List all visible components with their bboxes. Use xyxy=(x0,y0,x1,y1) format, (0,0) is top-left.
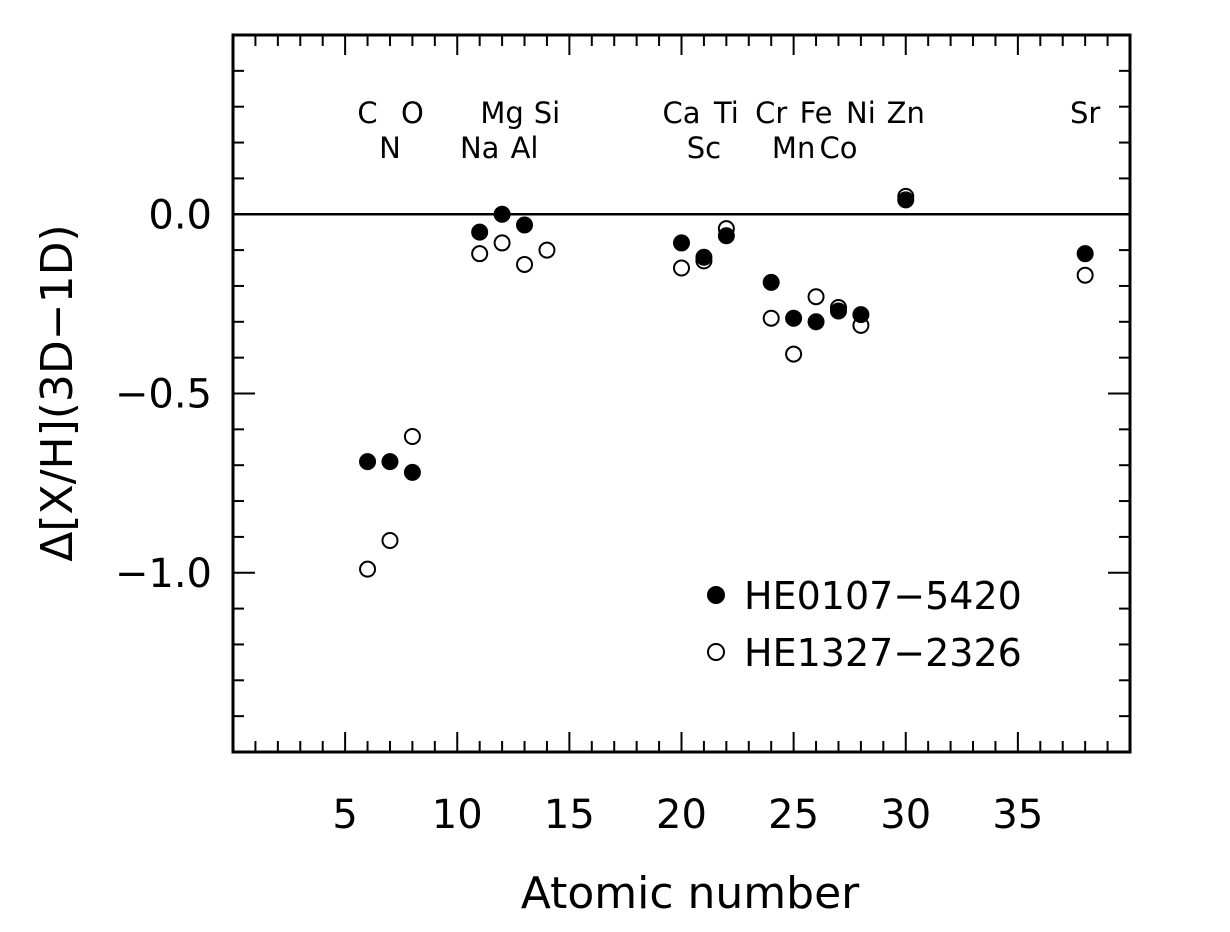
data-point-he1327 xyxy=(381,531,399,549)
element-label: Sr xyxy=(1070,96,1100,130)
minor-ticks xyxy=(233,35,1130,752)
element-label: Sc xyxy=(687,131,721,165)
data-point-he1327 xyxy=(673,259,690,277)
y-tick-labels: 0.0 −0.5 −1.0 xyxy=(115,192,212,597)
element-label: Mn xyxy=(772,131,815,165)
data-point-he1327 xyxy=(403,428,421,446)
data-point-he0107 xyxy=(471,223,489,241)
data-point-he0107 xyxy=(359,453,377,471)
element-label: Ca xyxy=(662,96,700,130)
data-point-he1327 xyxy=(785,345,803,363)
x-tick-label: 10 xyxy=(432,792,483,838)
data-point-he0107 xyxy=(717,227,735,245)
x-axis-label: Atomic number xyxy=(521,868,860,919)
data-point-he0107 xyxy=(673,234,690,252)
x-tick-label: 35 xyxy=(992,792,1043,838)
x-tick-label: 30 xyxy=(880,792,931,838)
data-point-he0107 xyxy=(829,302,847,320)
y-tick-label: −0.5 xyxy=(115,372,212,418)
data-point-he1327 xyxy=(538,241,556,259)
legend-marker-he1327 xyxy=(707,643,725,661)
data-point-he1327 xyxy=(359,560,377,578)
data-points xyxy=(359,187,1094,578)
data-point-he0107 xyxy=(897,191,915,209)
data-point-he0107 xyxy=(807,313,825,331)
data-point-he1327 xyxy=(762,309,780,327)
element-label: Mg xyxy=(480,96,523,130)
data-point-he1327 xyxy=(1076,266,1094,284)
data-point-he0107 xyxy=(516,216,534,234)
legend-marker-he0107 xyxy=(707,586,725,604)
element-label: Zn xyxy=(887,96,925,130)
y-axis-label: Δ[X/H](3D−1D) xyxy=(32,224,83,561)
element-label: Ti xyxy=(713,96,739,130)
data-point-he0107 xyxy=(762,273,780,291)
x-tick-label: 25 xyxy=(768,792,819,838)
legend-label-he1327: HE1327−2326 xyxy=(744,631,1022,675)
element-label: N xyxy=(379,131,401,165)
data-point-he1327 xyxy=(807,288,825,306)
data-point-he0107 xyxy=(852,306,870,324)
data-point-he1327 xyxy=(493,234,511,252)
data-point-he0107 xyxy=(785,309,803,327)
data-point-he0107 xyxy=(381,453,399,471)
element-label: Na xyxy=(460,131,499,165)
element-label: Fe xyxy=(800,96,833,130)
data-point-he1327 xyxy=(471,245,489,263)
element-label: Si xyxy=(534,96,560,130)
element-label: Al xyxy=(511,131,539,165)
legend: HE0107−5420 HE1327−2326 xyxy=(707,574,1022,675)
element-label: Co xyxy=(819,131,857,165)
y-tick-label: −1.0 xyxy=(115,551,212,597)
element-label: Ni xyxy=(846,96,876,130)
data-point-he1327 xyxy=(516,255,534,273)
x-tick-labels: 5 10 15 20 25 30 35 xyxy=(332,792,1043,838)
legend-label-he0107: HE0107−5420 xyxy=(744,574,1022,618)
x-tick-label: 5 xyxy=(332,792,357,838)
data-point-he0107 xyxy=(1076,245,1094,263)
element-label: C xyxy=(357,96,377,130)
element-label: O xyxy=(401,96,424,130)
element-label: Cr xyxy=(755,96,787,130)
data-point-he0107 xyxy=(695,248,713,266)
data-point-he0107 xyxy=(403,463,421,481)
x-tick-label: 15 xyxy=(544,792,595,838)
x-tick-label: 20 xyxy=(656,792,707,838)
y-tick-label: 0.0 xyxy=(148,192,212,238)
data-point-he0107 xyxy=(493,205,511,223)
